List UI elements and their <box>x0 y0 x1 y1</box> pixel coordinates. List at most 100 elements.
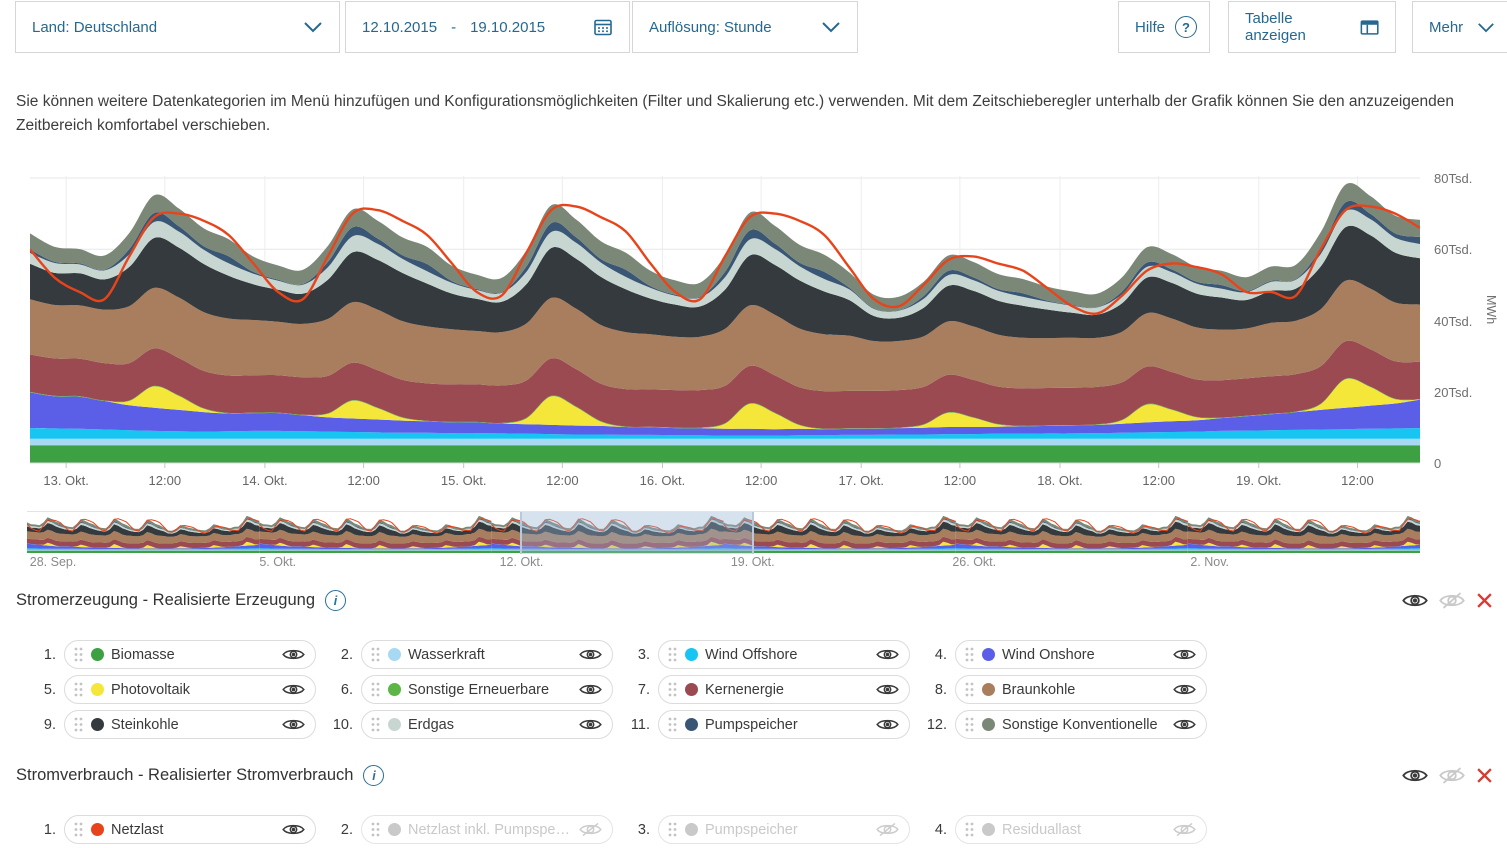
legend-item-number: 3. <box>637 821 650 838</box>
legend-item[interactable]: Netzlast <box>64 815 316 844</box>
main-chart[interactable] <box>29 166 1421 468</box>
legend-item[interactable]: Wasserkraft <box>361 640 613 669</box>
legend-item-cell: 7. Kernenergie <box>624 675 921 704</box>
drag-handle-icon[interactable] <box>370 646 381 663</box>
drag-handle-icon[interactable] <box>73 716 84 733</box>
legend-item-cell: 8. Braunkohle <box>921 675 1218 704</box>
visibility-eye-icon[interactable] <box>876 647 899 662</box>
drag-handle-icon[interactable] <box>73 681 84 698</box>
x-axis-labels: 13. Okt. 12:00 14. Okt. 12:00 15. Okt. 12:00 1… <box>30 473 1420 489</box>
y-axis-unit: MWh <box>1484 295 1498 325</box>
drag-handle-icon[interactable] <box>370 716 381 733</box>
info-icon[interactable]: i <box>363 765 385 786</box>
hide-all-icon[interactable] <box>1439 767 1465 784</box>
drag-handle-icon[interactable] <box>370 821 381 838</box>
visibility-eye-icon[interactable] <box>282 717 305 732</box>
date-range-picker[interactable]: 12.10.2015 - 19.10.2015 <box>345 1 630 53</box>
time-slider-chart <box>26 515 1421 553</box>
series-color-dot <box>982 648 995 661</box>
chevron-down-icon <box>1478 22 1495 32</box>
show-all-icon[interactable] <box>1402 767 1428 784</box>
country-filter-dropdown[interactable]: Land: Deutschland <box>15 1 340 53</box>
legend-item[interactable]: Pumpspeicher <box>658 815 910 844</box>
drag-handle-icon[interactable] <box>964 821 975 838</box>
visibility-eye-icon[interactable] <box>1173 717 1196 732</box>
legend-item-cell: 1. Netzlast <box>30 815 327 844</box>
drag-handle-icon[interactable] <box>667 681 678 698</box>
drag-handle-icon[interactable] <box>73 821 84 838</box>
help-button[interactable]: Hilfe ? <box>1118 1 1210 53</box>
visibility-eye-icon[interactable] <box>579 647 602 662</box>
legend-item[interactable]: Sonstige Erneuerbare <box>361 675 613 704</box>
visibility-eye-icon[interactable] <box>282 682 305 697</box>
legend-item-cell: 5. Photovoltaik <box>30 675 327 704</box>
drag-handle-icon[interactable] <box>964 716 975 733</box>
y-tick-label: 0 <box>1434 456 1442 471</box>
legend-item[interactable]: Photovoltaik <box>64 675 316 704</box>
x-tick-label: 12:00 <box>546 473 579 488</box>
legend-item-cell: 4. Residuallast <box>921 815 1218 844</box>
legend-item[interactable]: Erdgas <box>361 710 613 739</box>
timeline-tick-label: 19. Okt. <box>730 555 775 569</box>
legend-item-number: 7. <box>637 681 650 698</box>
date-separator: - <box>451 18 457 36</box>
legend-item[interactable]: Wind Onshore <box>955 640 1207 669</box>
visibility-eye-icon[interactable] <box>1173 647 1196 662</box>
drag-handle-icon[interactable] <box>667 821 678 838</box>
series-color-dot <box>982 683 995 696</box>
x-tick-label: 13. Okt. <box>43 473 89 488</box>
x-tick-label: 12:00 <box>943 473 977 488</box>
drag-handle-icon[interactable] <box>964 646 975 663</box>
legend-item[interactable]: Residuallast <box>955 815 1207 844</box>
time-slider[interactable] <box>26 511 1421 554</box>
legend-item[interactable]: Biomasse <box>64 640 316 669</box>
visibility-eye-off-icon[interactable] <box>1173 822 1196 837</box>
drag-handle-icon[interactable] <box>667 646 678 663</box>
series-color-dot <box>685 718 698 731</box>
visibility-eye-icon[interactable] <box>1173 682 1196 697</box>
legend-item[interactable]: Netzlast inkl. Pumpspeic... <box>361 815 613 844</box>
show-all-icon[interactable] <box>1402 592 1428 609</box>
y-axis-labels: 80Tsd. 60Tsd. 40Tsd. 20Tsd. 0 <box>1434 166 1486 471</box>
legend-item[interactable]: Kernenergie <box>658 675 910 704</box>
visibility-eye-icon[interactable] <box>579 682 602 697</box>
drag-handle-icon[interactable] <box>667 716 678 733</box>
legend-item-label: Braunkohle <box>1002 681 1076 698</box>
legend-item[interactable]: Steinkohle <box>64 710 316 739</box>
legend-item[interactable]: Wind Offshore <box>658 640 910 669</box>
drag-handle-icon[interactable] <box>370 681 381 698</box>
info-icon[interactable]: i <box>325 590 346 611</box>
visibility-eye-icon[interactable] <box>876 717 899 732</box>
visibility-eye-icon[interactable] <box>876 682 899 697</box>
series-color-dot <box>388 718 401 731</box>
timeline-tick-label: 28. Sep. <box>29 555 77 569</box>
calendar-icon <box>594 19 612 36</box>
visibility-eye-icon[interactable] <box>282 822 305 837</box>
show-table-button[interactable]: Tabelle anzeigen <box>1228 1 1396 53</box>
resolution-dropdown[interactable]: Auflösung: Stunde <box>632 1 858 53</box>
legend-item-label: Biomasse <box>111 646 175 663</box>
legend-item-label: Steinkohle <box>111 716 179 733</box>
date-from: 12.10.2015 <box>362 18 438 36</box>
more-dropdown[interactable]: Mehr <box>1412 1 1507 53</box>
remove-section-icon[interactable] <box>1476 592 1493 609</box>
legend-item[interactable]: Sonstige Konventionelle <box>955 710 1207 739</box>
legend-item[interactable]: Pumpspeicher <box>658 710 910 739</box>
hide-all-icon[interactable] <box>1439 592 1465 609</box>
visibility-eye-icon[interactable] <box>282 647 305 662</box>
legend-item-number: 12. <box>926 716 947 733</box>
drag-handle-icon[interactable] <box>73 646 84 663</box>
legend-item-label: Netzlast inkl. Pumpspeic... <box>408 821 572 838</box>
consumption-legend-grid: 1. Netzlast 2. Netzl <box>30 815 1218 844</box>
visibility-eye-icon[interactable] <box>579 717 602 732</box>
drag-handle-icon[interactable] <box>964 681 975 698</box>
x-tick-label: 12:00 <box>1142 473 1175 488</box>
legend-item[interactable]: Braunkohle <box>955 675 1207 704</box>
time-slider-selection[interactable] <box>520 512 755 554</box>
visibility-eye-off-icon[interactable] <box>579 822 602 837</box>
visibility-eye-off-icon[interactable] <box>876 822 899 837</box>
x-tick-label: 18. Okt. <box>1037 473 1083 488</box>
legend-item-number: 8. <box>934 681 947 698</box>
country-filter-label: Land: Deutschland <box>32 18 158 36</box>
remove-section-icon[interactable] <box>1476 767 1493 784</box>
